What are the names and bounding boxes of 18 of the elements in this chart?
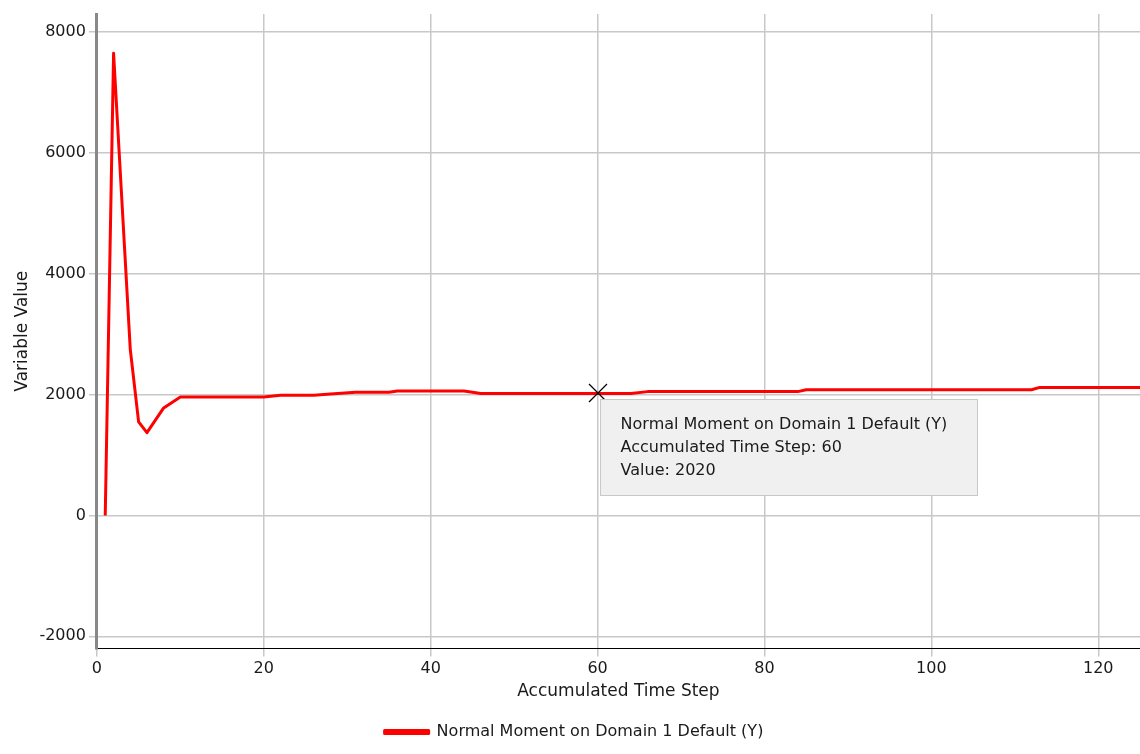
y-tick-label: -2000 <box>39 625 86 645</box>
y-tick-label: 8000 <box>45 21 86 41</box>
x-axis-title: Accumulated Time Step <box>517 680 720 701</box>
y-tick-label: 0 <box>75 504 86 524</box>
legend-label: Normal Moment on Domain 1 Default (Y) <box>436 721 764 741</box>
x-tick-label: 80 <box>754 658 775 678</box>
y-axis-title: Variable Value <box>10 270 31 392</box>
x-tick-label: 0 <box>91 658 102 678</box>
x-tick-label: 20 <box>253 658 274 678</box>
x-tick-label: 40 <box>420 658 441 678</box>
x-tick-label: 100 <box>916 658 947 678</box>
y-tick-label: 2000 <box>45 383 86 403</box>
y-tick-label: 4000 <box>45 262 86 282</box>
tooltip-box: Normal Moment on Domain 1 Default (Y) Accumulated Time Step: 60 Value: 2020 <box>599 399 979 497</box>
x-tick-label: 120 <box>1083 658 1114 678</box>
annotation: Normal Moment on Domain 1 Default (Y) Accumulated Time Step: 60 Value: 2020 <box>620 413 948 482</box>
x-tick-label: 60 <box>587 658 608 678</box>
y-tick-label: 6000 <box>45 142 86 162</box>
